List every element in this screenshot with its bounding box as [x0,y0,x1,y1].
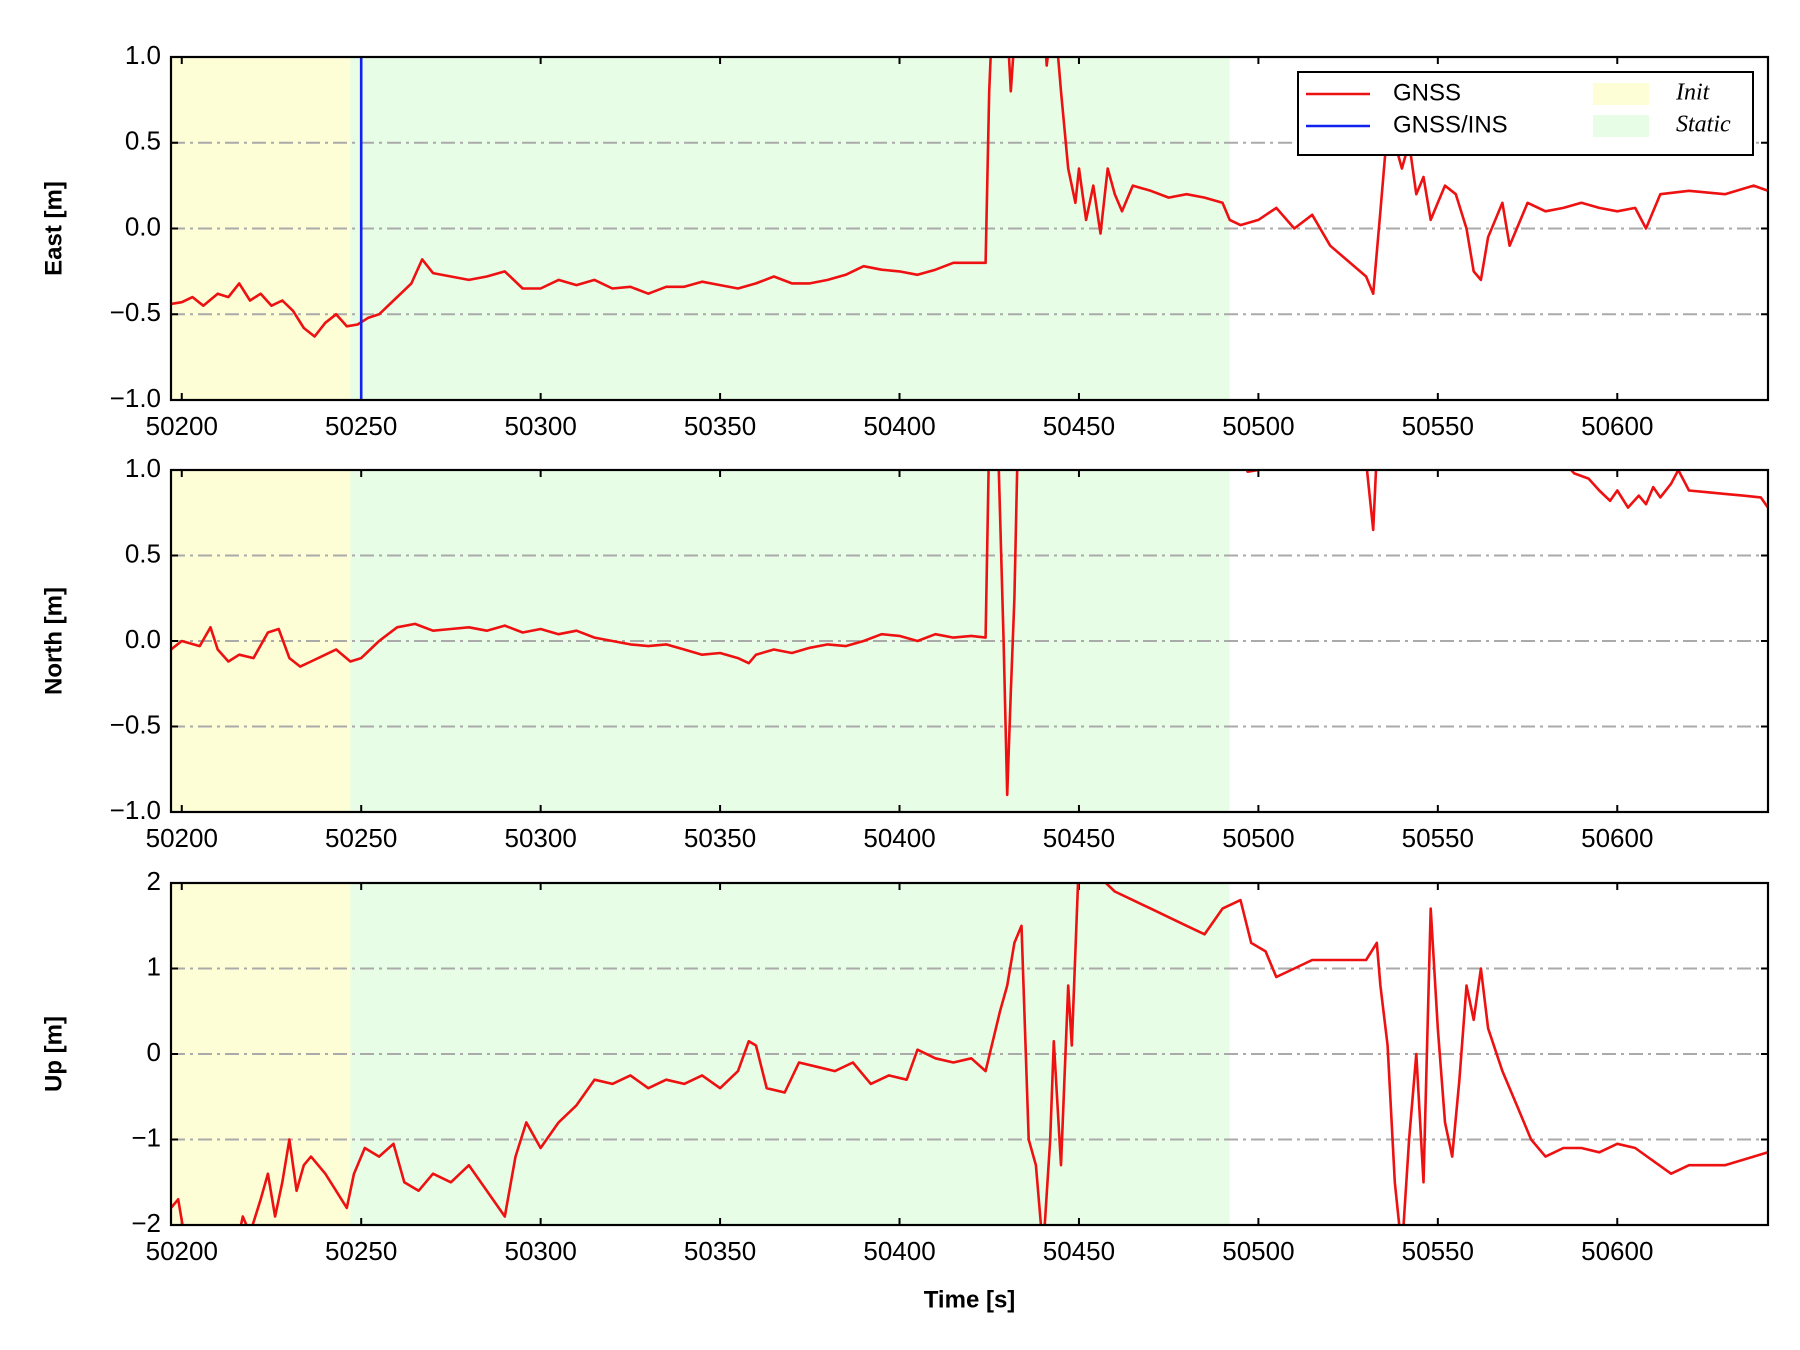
y-tick-label: −0.5 [110,297,161,327]
x-tick-label: 50250 [325,1236,397,1266]
y-axis-label: North [m] [40,587,67,695]
series-line [171,57,1768,338]
legend-label: Static [1676,112,1731,138]
y-tick-label: 0.5 [125,538,161,568]
x-tick-label: 50400 [863,411,935,441]
x-tick-label: 50200 [146,1236,218,1266]
x-tick-label: 50400 [863,823,935,853]
x-tick-label: 50500 [1222,411,1294,441]
x-tick-label: 50200 [146,823,218,853]
x-tick-label: 50450 [1043,823,1115,853]
x-tick-label: 50350 [684,411,756,441]
x-tick-label: 50600 [1581,823,1653,853]
axes-frame [169,881,1770,1227]
y-tick-label: −1.0 [110,383,161,413]
x-tick-label: 50450 [1043,411,1115,441]
y-tick-label: 0.0 [125,211,161,241]
y-axis-label: East [m] [40,181,67,276]
y-tick-label: 0.5 [125,126,161,156]
y-tick-label: −0.5 [110,709,161,739]
legend-swatch [1593,115,1649,137]
x-tick-label: 50450 [1043,1236,1115,1266]
y-tick-label: 2 [147,866,161,896]
series-line [171,470,1768,797]
legend-swatch [1593,83,1649,105]
x-axis-label: Time [s] [924,1286,1016,1313]
y-tick-label: −1.0 [110,795,161,825]
x-tick-label: 50250 [325,411,397,441]
x-tick-label: 50550 [1402,823,1474,853]
axes-frame [169,55,1770,402]
legend-label: GNSS [1393,79,1461,106]
x-tick-label: 50250 [325,823,397,853]
x-tick-label: 50600 [1581,1236,1653,1266]
legend: GNSS GNSS/INS Init Static [1297,71,1754,156]
y-tick-label: 0 [147,1037,161,1067]
x-tick-label: 50300 [504,823,576,853]
y-tick-label: 1.0 [125,453,161,483]
x-tick-label: 50350 [684,1236,756,1266]
y-tick-label: 1.0 [125,40,161,70]
y-tick-label: 0.0 [125,624,161,654]
y-tick-label: 1 [147,951,161,981]
x-tick-label: 50400 [863,1236,935,1266]
y-axis-label: Up [m] [40,1016,67,1092]
axes-frame [169,468,1770,814]
x-tick-label: 50300 [504,1236,576,1266]
y-tick-label: −1 [131,1122,161,1152]
x-tick-label: 50600 [1581,411,1653,441]
legend-label: GNSS/INS [1393,111,1508,138]
x-tick-label: 50550 [1402,1236,1474,1266]
x-tick-label: 50350 [684,823,756,853]
legend-frame [1297,71,1754,156]
y-tick-label: −2 [131,1208,161,1238]
x-tick-label: 50200 [146,411,218,441]
x-tick-label: 50500 [1222,823,1294,853]
x-tick-label: 50500 [1222,1236,1294,1266]
series-line [171,883,1768,1225]
legend-label: Init [1675,80,1711,106]
x-tick-label: 50300 [504,411,576,441]
x-tick-label: 50550 [1402,411,1474,441]
